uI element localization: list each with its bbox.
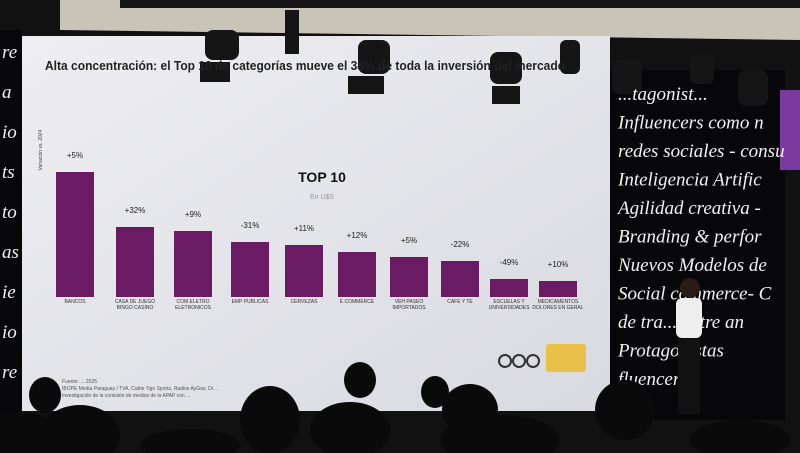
- panel-line: Nuevos Modelos de: [617, 255, 767, 276]
- bar: [116, 227, 154, 297]
- category-label: BANCOS: [64, 299, 86, 305]
- footnote-line: Fuente: ... 2025: [62, 379, 97, 385]
- category-label-box: MEDICAMENTOS DOLORES EN GERAL: [532, 299, 584, 311]
- category-label: MEDICAMENTOS DOLORES EN GERAL: [532, 299, 584, 311]
- variation-label: +5%: [67, 151, 83, 160]
- panel-line: io: [2, 322, 17, 343]
- variation-label: +32%: [125, 206, 146, 215]
- category-label-box: E COMMERCE: [339, 299, 375, 305]
- bar: [231, 242, 269, 297]
- panel-line: io: [2, 122, 17, 143]
- category-label-box: VEH PASEO IMPORTADOS: [392, 299, 426, 311]
- panel-line: ie: [2, 282, 16, 303]
- category-label: CASA DE JUEGO BINGO CASINO: [114, 299, 156, 311]
- bar: [174, 231, 212, 297]
- variation-label: +9%: [185, 210, 201, 219]
- category-label-box: CASA DE JUEGO BINGO CASINO: [114, 299, 156, 311]
- audience: [0, 362, 790, 453]
- category-label-box: COM ELETRO ELETRONICOS: [175, 299, 211, 311]
- stage-lights: [120, 0, 800, 106]
- bars: +5% BANCOS +32% CASA DE JUEGO BINGO CASINO +…: [56, 151, 584, 311]
- category-label: CERVEZAS: [290, 299, 318, 305]
- panel-line: Protagonistas: [617, 341, 724, 362]
- category-label-box: CAFE Y TE: [447, 299, 473, 305]
- category-label: CAFE Y TE: [447, 299, 473, 305]
- variation-label: +12%: [347, 231, 368, 240]
- panel-line: as: [2, 242, 19, 263]
- panel-line: Branding & perfor: [618, 227, 762, 248]
- ceiling: [60, 0, 800, 40]
- panel-line: Agilidad creativa -: [616, 198, 761, 219]
- bar: [285, 245, 323, 297]
- chart-subtitle: TOP 10: [298, 169, 346, 185]
- unit-label: En U$S: [310, 194, 334, 201]
- footnote-line: Investigación de la comisión de medios d…: [62, 393, 190, 399]
- speaker: [676, 278, 702, 414]
- bar: [390, 257, 428, 297]
- panel-line: re: [2, 362, 17, 383]
- category-label: COM ELETRO ELETRONICOS: [175, 299, 211, 311]
- panel-line: ...tagonist...: [618, 84, 708, 105]
- bar: [490, 279, 528, 297]
- variation-label: -31%: [241, 221, 260, 230]
- category-label-box: ESCUELAS Y UNIVERSIDADES: [488, 299, 530, 311]
- panel-line: a: [2, 82, 12, 103]
- panel-line: redes sociales - consu: [618, 141, 785, 162]
- category-label-box: CERVEZAS: [290, 299, 318, 305]
- variation-label: +11%: [294, 224, 314, 233]
- category-label-box: EMP PUBLICAS: [231, 299, 269, 305]
- category-label: EMP PUBLICAS: [231, 299, 269, 305]
- panel-line: Inteligencia Artific: [617, 170, 762, 191]
- bar: [338, 252, 376, 297]
- y-label: Variación vs. 2024: [38, 129, 44, 170]
- category-label-box: BANCOS: [64, 299, 86, 305]
- logos: [498, 344, 586, 372]
- panel-line: re: [2, 42, 17, 63]
- panel-line: to: [2, 202, 17, 223]
- left-screen: [0, 30, 22, 430]
- slide-title: Alta concentración: el Top 10 de categor…: [45, 58, 565, 73]
- footnote-line: IBOPE Media Paraguay / TVA, Cable Tigo S…: [62, 386, 217, 392]
- bar: [56, 172, 94, 297]
- variation-label: -49%: [500, 258, 519, 267]
- purple-panel: [780, 90, 800, 170]
- bar: [441, 261, 479, 297]
- panel-line: Influencers como n: [617, 113, 764, 134]
- category-label: VEH PASEO IMPORTADOS: [392, 299, 426, 311]
- slide-title-text: Alta concentración: el Top 10 de categor…: [45, 58, 565, 73]
- variation-label: -22%: [451, 240, 470, 249]
- category-label: ESCUELAS Y UNIVERSIDADES: [488, 299, 530, 311]
- variation-label: +5%: [401, 236, 417, 245]
- category-label: E COMMERCE: [339, 299, 375, 305]
- variation-label: +10%: [548, 260, 569, 269]
- left-panel: re a io ts to as ie io re: [2, 42, 19, 383]
- bar: [539, 281, 577, 297]
- panel-line: ts: [2, 162, 15, 183]
